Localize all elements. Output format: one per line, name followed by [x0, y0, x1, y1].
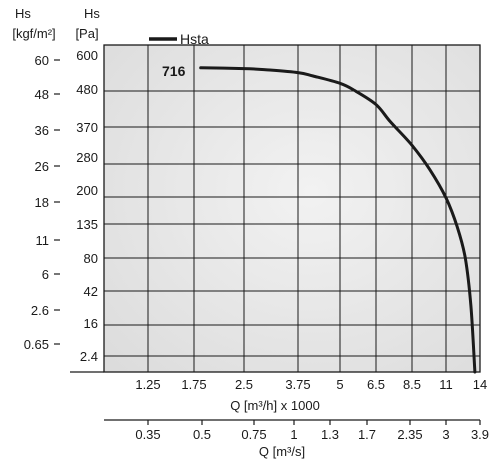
plot-frame: [70, 44, 481, 373]
grid-lines: [104, 45, 480, 372]
m3h-tick-label: 14: [473, 377, 487, 392]
m3h-tick-labels: 1.25 1.75 2.5 3.75 5 6.5 8.5 11 14: [135, 377, 487, 392]
pa-tick-label: 2.4: [80, 349, 98, 364]
m3h-tick-label: 1.25: [135, 377, 160, 392]
right-axis-name: Hs: [84, 6, 100, 21]
m3s-tick-label: 0.35: [135, 427, 160, 442]
kgf-tick-label: 60: [35, 53, 49, 68]
x-axis-m3h-label: Q [m³/h] x 1000: [230, 398, 320, 413]
pa-tick-label: 280: [76, 150, 98, 165]
m3s-tick-label: 1.7: [358, 427, 376, 442]
pa-tick-label: 200: [76, 183, 98, 198]
m3s-tick-label: 3: [442, 427, 449, 442]
m3s-tick-label: 0.75: [241, 427, 266, 442]
left-axis-name: Hs: [15, 6, 31, 21]
kgf-tick-label: 11: [36, 233, 50, 248]
pa-tick-label: 480: [76, 82, 98, 97]
plot-border: [103, 44, 481, 373]
kgf-tick-label: 2.6: [31, 303, 49, 318]
m3h-tick-label: 8.5: [403, 377, 421, 392]
kgf-tick-label: 36: [35, 123, 49, 138]
m3s-tick-label: 0.5: [193, 427, 211, 442]
m3s-tick-label: 3.9: [471, 427, 489, 442]
m3s-tick-label: 1.3: [321, 427, 339, 442]
m3s-tick-marks: [147, 420, 481, 425]
left-axis-unit: [kgf/m²]: [12, 26, 55, 41]
m3h-tick-label: 5: [336, 377, 343, 392]
m3s-tick-label: 2.35: [397, 427, 422, 442]
pa-tick-label: 135: [76, 217, 98, 232]
pa-tick-label: 16: [84, 316, 98, 331]
legend-label: Hsta: [180, 31, 209, 47]
pa-tick-label: 370: [76, 120, 98, 135]
kgf-tick-labels: 60 48 36 26 18 11 6 2.6 0.65: [24, 53, 60, 352]
hsta-curve-716: [199, 66, 477, 374]
pa-tick-label: 80: [84, 251, 98, 266]
kgf-tick-label: 18: [35, 195, 49, 210]
x-axis-m3s-label: Q [m³/s]: [259, 444, 305, 459]
kgf-tick-label: 26: [35, 159, 49, 174]
kgf-tick-label: 0.65: [24, 337, 49, 352]
m3h-tick-label: 3.75: [285, 377, 310, 392]
m3s-tick-labels: 0.35 0.5 0.75 1 1.3 1.7 2.35 3 3.9: [135, 427, 489, 442]
m3h-tick-label: 2.5: [235, 377, 253, 392]
m3h-tick-label: 1.75: [181, 377, 206, 392]
pa-tick-label: 42: [84, 284, 98, 299]
m3h-tick-label: 11: [439, 377, 453, 392]
kgf-tick-label: 48: [35, 87, 49, 102]
pa-tick-label: 600: [76, 48, 98, 63]
kgf-tick-label: 6: [42, 267, 49, 282]
pa-tick-labels: 600 480 370 280 200 135 80 42 16 2.4: [76, 48, 98, 364]
m3s-tick-label: 1: [290, 427, 297, 442]
plot-area: [104, 45, 480, 372]
curve-label-716: 716: [162, 63, 186, 79]
right-axis-unit: [Pa]: [75, 26, 98, 41]
m3h-tick-label: 6.5: [367, 377, 385, 392]
